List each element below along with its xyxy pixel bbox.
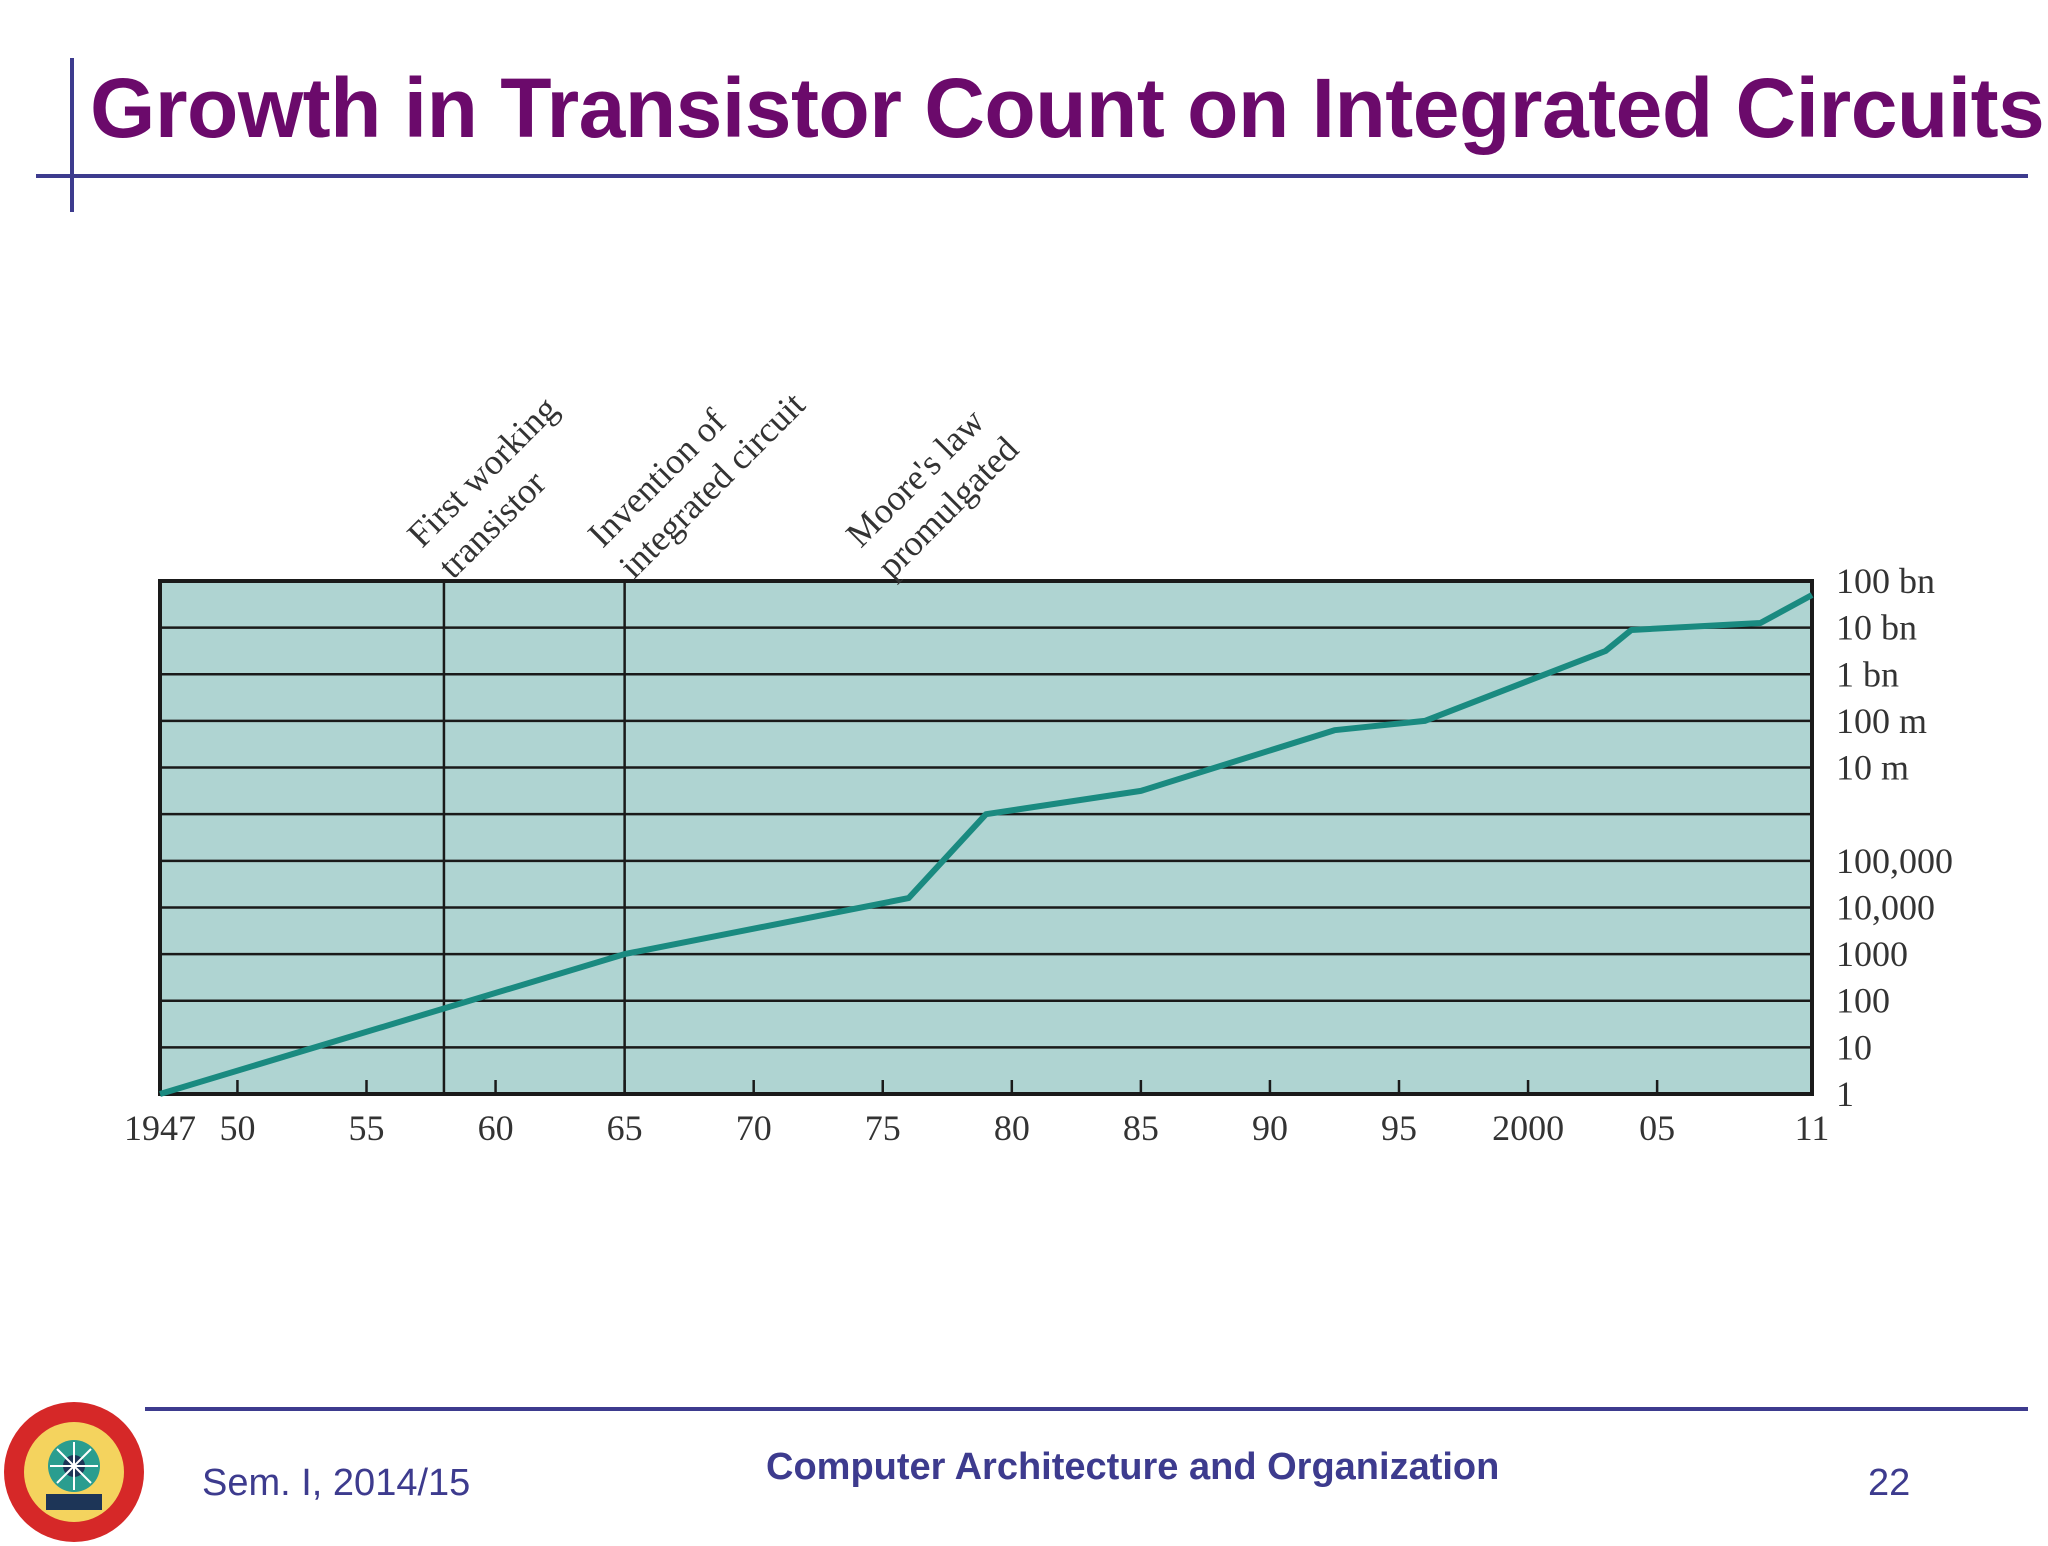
footer-course-title: Computer Architecture and Organization [766,1446,1499,1489]
x-tick-label: 80 [994,1108,1030,1148]
y-tick-label: 10,000 [1836,887,1935,927]
x-tick-label: 95 [1381,1108,1417,1148]
x-tick-label: 65 [607,1108,643,1148]
y-tick-label: 100 [1836,981,1890,1021]
x-tick-label: 75 [865,1108,901,1148]
y-tick-label: 1 bn [1836,654,1899,694]
x-tick-label: 55 [349,1108,385,1148]
x-tick-label: 70 [736,1108,772,1148]
y-tick-label: 100,000 [1836,841,1953,881]
x-tick-label: 05 [1639,1108,1675,1148]
y-tick-label: 100 m [1836,701,1927,741]
x-tick-label: 11 [1795,1108,1830,1148]
y-tick-label: 1 [1836,1074,1854,1114]
x-tick-label: 85 [1123,1108,1159,1148]
y-tick-label: 10 m [1836,748,1909,788]
y-tick-label: 10 bn [1836,608,1917,648]
x-tick-label: 60 [478,1108,514,1148]
page-number: 22 [1868,1462,1910,1505]
x-tick-label: 90 [1252,1108,1288,1148]
footer-semester: Sem. I, 2014/15 [202,1462,470,1505]
y-tick-label: 1000 [1836,934,1908,974]
x-tick-label: 1947 [124,1108,196,1148]
y-tick-label: 10 [1836,1027,1872,1067]
y-tick-label: 100 bn [1836,561,1935,601]
x-tick-label: 50 [219,1108,255,1148]
university-seal-icon [0,1398,148,1546]
x-tick-label: 2000 [1492,1108,1564,1148]
footer-divider [145,1407,2028,1411]
